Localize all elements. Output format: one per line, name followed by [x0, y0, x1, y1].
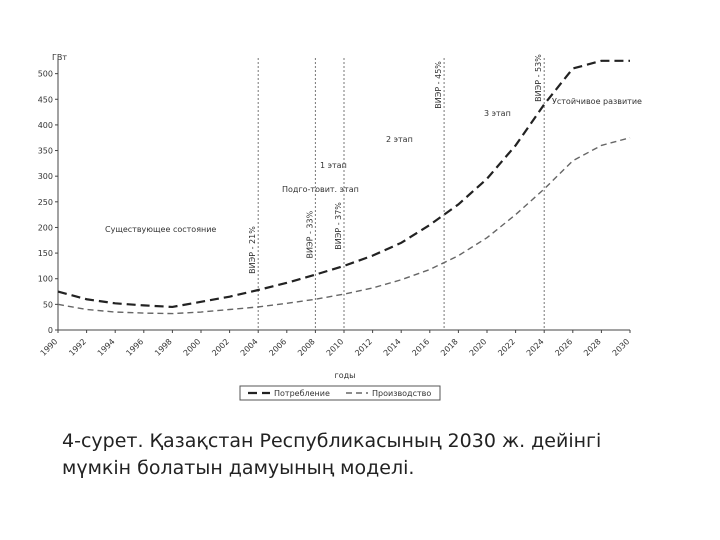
x-tick-label: 2000 [182, 337, 203, 358]
x-tick-label: 2006 [267, 337, 288, 358]
x-tick-label: 2010 [325, 337, 346, 358]
y-tick-label: 200 [38, 223, 53, 232]
y-tick-label: 100 [38, 275, 53, 284]
chart: ГВт годы 0 50 100 150 200 250 300 350 400 450 500 1… [38, 53, 642, 401]
x-tick-label: 2030 [611, 337, 632, 358]
x-tick-label: 1996 [124, 337, 145, 358]
y-tick-label: 400 [38, 121, 53, 130]
y-tick-label: 300 [38, 172, 53, 181]
x-tick-label: 1998 [153, 337, 174, 358]
marker-label: ВИЭР - 33% [305, 210, 314, 258]
x-tick-label: 2012 [353, 337, 374, 358]
x-tick-label: 1994 [96, 337, 117, 358]
x-tick-label: 2022 [496, 337, 517, 358]
marker-label: ВИЭР - 21% [248, 226, 257, 274]
annotation: 3 этап [484, 109, 511, 118]
legend-box [239, 385, 441, 401]
series-line [57, 137, 631, 315]
x-tick-label: 1990 [39, 337, 60, 358]
y-tick-label: 500 [38, 70, 53, 79]
x-tick-label: 2014 [382, 337, 403, 358]
x-tick-label: 2020 [468, 337, 489, 358]
x-tick-label: 2004 [239, 337, 260, 358]
annotation: Существующее состояние [105, 225, 216, 234]
x-tick-label: 2024 [525, 337, 546, 358]
x-tick-label: 2028 [582, 337, 603, 358]
caption: 4-сурет. Қазақстан Республикасының 2030 … [62, 430, 602, 479]
y-tick-label: 450 [38, 95, 53, 104]
y-tick-label: 50 [43, 300, 53, 309]
x-tick-label: 2008 [296, 337, 317, 358]
annotation: 2 этап [386, 135, 413, 144]
marker-label: ВИЭР - 37% [334, 202, 343, 250]
x-tick-label: 2016 [410, 337, 431, 358]
y-tick-label: 150 [38, 249, 53, 258]
x-tick-label: 2002 [210, 337, 231, 358]
x-axis-label: годы [335, 371, 356, 380]
annotation: 1 этап [320, 161, 347, 170]
x-tick-label: 1992 [67, 337, 88, 358]
y-tick-label: 350 [38, 147, 53, 156]
y-tick-label: 0 [48, 326, 53, 335]
annotation: Подго-товит. этап [282, 185, 359, 194]
x-tick-label: 2018 [439, 337, 460, 358]
marker-label: ВИЭР - 45% [434, 61, 443, 109]
legend-label: Производство [372, 389, 431, 398]
marker-label: ВИЭР - 53% [534, 54, 543, 102]
x-tick-label: 2026 [553, 337, 574, 358]
series-line [57, 59, 630, 309]
y-tick-label: 250 [38, 198, 53, 207]
legend-label: Потребление [274, 389, 330, 398]
annotation: Устойчивое развитие [552, 97, 642, 106]
y-axis-label: ГВт [52, 53, 67, 62]
